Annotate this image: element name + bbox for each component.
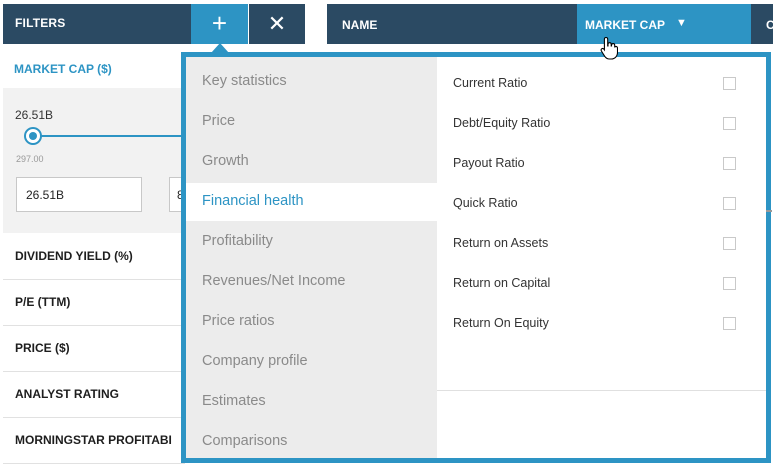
category-label: Price ratios bbox=[202, 313, 275, 329]
option-label: Current Ratio bbox=[453, 76, 528, 90]
add-column-dropdown: Key statistics Price Growth Financial he… bbox=[181, 52, 771, 463]
option-label: Return On Equity bbox=[453, 316, 549, 330]
category-revenues-net-income[interactable]: Revenues/Net Income bbox=[186, 263, 437, 301]
filter-analyst-rating[interactable]: ANALYST RATING bbox=[3, 372, 185, 418]
option-checkbox[interactable] bbox=[723, 117, 736, 130]
column-header-label: MARKET CAP bbox=[585, 18, 665, 32]
category-label: Profitability bbox=[202, 233, 273, 249]
category-financial-health[interactable]: Financial health bbox=[186, 183, 437, 221]
filter-label: MORNINGSTAR PROFITABI bbox=[15, 433, 172, 447]
option-checkbox[interactable] bbox=[723, 237, 736, 250]
dropdown-pointer bbox=[211, 43, 229, 53]
category-growth[interactable]: Growth bbox=[186, 143, 437, 181]
option-quick-ratio[interactable]: Quick Ratio bbox=[437, 189, 766, 219]
filter-dividend-yield[interactable]: DIVIDEND YIELD (%) bbox=[3, 234, 185, 280]
slider-track[interactable] bbox=[33, 135, 185, 137]
category-profitability[interactable]: Profitability bbox=[186, 223, 437, 261]
slider-handle[interactable] bbox=[24, 127, 42, 145]
option-checkbox[interactable] bbox=[723, 197, 736, 210]
option-divider bbox=[437, 390, 766, 391]
option-label: Return on Assets bbox=[453, 236, 549, 250]
option-label: Debt/Equity Ratio bbox=[453, 116, 551, 130]
filter-morningstar-profitability[interactable]: MORNINGSTAR PROFITABI bbox=[3, 418, 185, 464]
option-debt-equity-ratio[interactable]: Debt/Equity Ratio bbox=[437, 109, 766, 139]
category-label: Growth bbox=[202, 153, 249, 169]
filter-label: PRICE ($) bbox=[15, 341, 70, 355]
option-return-on-assets[interactable]: Return on Assets bbox=[437, 229, 766, 259]
category-key-statistics[interactable]: Key statistics bbox=[186, 63, 437, 101]
filters-title: FILTERS bbox=[15, 16, 66, 30]
option-checkbox[interactable] bbox=[723, 277, 736, 290]
option-checkbox[interactable] bbox=[723, 77, 736, 90]
category-company-profile[interactable]: Company profile bbox=[186, 343, 437, 381]
market-cap-filter-title[interactable]: MARKET CAP ($) bbox=[14, 62, 112, 76]
option-label: Quick Ratio bbox=[453, 196, 518, 210]
close-filters-button[interactable]: ✕ bbox=[249, 4, 305, 44]
filter-pe-ttm[interactable]: P/E (TTM) bbox=[3, 280, 185, 326]
option-current-ratio[interactable]: Current Ratio bbox=[437, 69, 766, 99]
category-price-ratios[interactable]: Price ratios bbox=[186, 303, 437, 341]
category-label: Estimates bbox=[202, 393, 266, 409]
filter-label: DIVIDEND YIELD (%) bbox=[15, 249, 133, 263]
category-label: Comparisons bbox=[202, 433, 288, 449]
option-label: Payout Ratio bbox=[453, 156, 525, 170]
column-header-next[interactable]: C bbox=[751, 4, 773, 44]
scroll-edge-marker bbox=[766, 210, 772, 212]
category-label: Price bbox=[202, 113, 236, 129]
add-filter-button[interactable]: + bbox=[191, 4, 248, 44]
category-estimates[interactable]: Estimates bbox=[186, 383, 437, 421]
hand-pointer-icon bbox=[600, 36, 618, 60]
category-label: Revenues/Net Income bbox=[202, 273, 346, 289]
filter-label: ANALYST RATING bbox=[15, 387, 120, 401]
plus-icon: + bbox=[211, 8, 228, 38]
category-price[interactable]: Price bbox=[186, 103, 437, 141]
category-label: Key statistics bbox=[202, 73, 287, 89]
column-header-name[interactable]: NAME bbox=[327, 4, 577, 44]
column-header-label: C bbox=[766, 18, 773, 32]
option-label: Return on Capital bbox=[453, 276, 551, 290]
filter-price[interactable]: PRICE ($) bbox=[3, 326, 185, 372]
option-return-on-capital[interactable]: Return on Capital bbox=[437, 269, 766, 299]
category-label: Company profile bbox=[202, 353, 308, 369]
market-cap-min-input[interactable]: 26.51B bbox=[16, 177, 142, 212]
filter-label: P/E (TTM) bbox=[15, 295, 71, 309]
slider-current-value: 26.51B bbox=[15, 108, 54, 122]
option-list: Current Ratio Debt/Equity Ratio Payout R… bbox=[437, 57, 766, 458]
category-list: Key statistics Price Growth Financial he… bbox=[186, 57, 437, 458]
category-comparisons[interactable]: Comparisons bbox=[186, 423, 437, 461]
sort-desc-icon: ▼ bbox=[676, 17, 687, 29]
market-cap-slider-panel: 26.51B 297.00 26.51B 8 bbox=[3, 88, 193, 233]
slider-min-label: 297.00 bbox=[16, 154, 44, 164]
close-icon: ✕ bbox=[267, 11, 287, 36]
option-checkbox[interactable] bbox=[723, 317, 736, 330]
column-header-label: NAME bbox=[342, 18, 378, 32]
option-checkbox[interactable] bbox=[723, 157, 736, 170]
filters-header: FILTERS bbox=[3, 4, 191, 44]
option-return-on-equity[interactable]: Return On Equity bbox=[437, 309, 766, 339]
category-label: Financial health bbox=[202, 193, 304, 209]
option-payout-ratio[interactable]: Payout Ratio bbox=[437, 149, 766, 179]
